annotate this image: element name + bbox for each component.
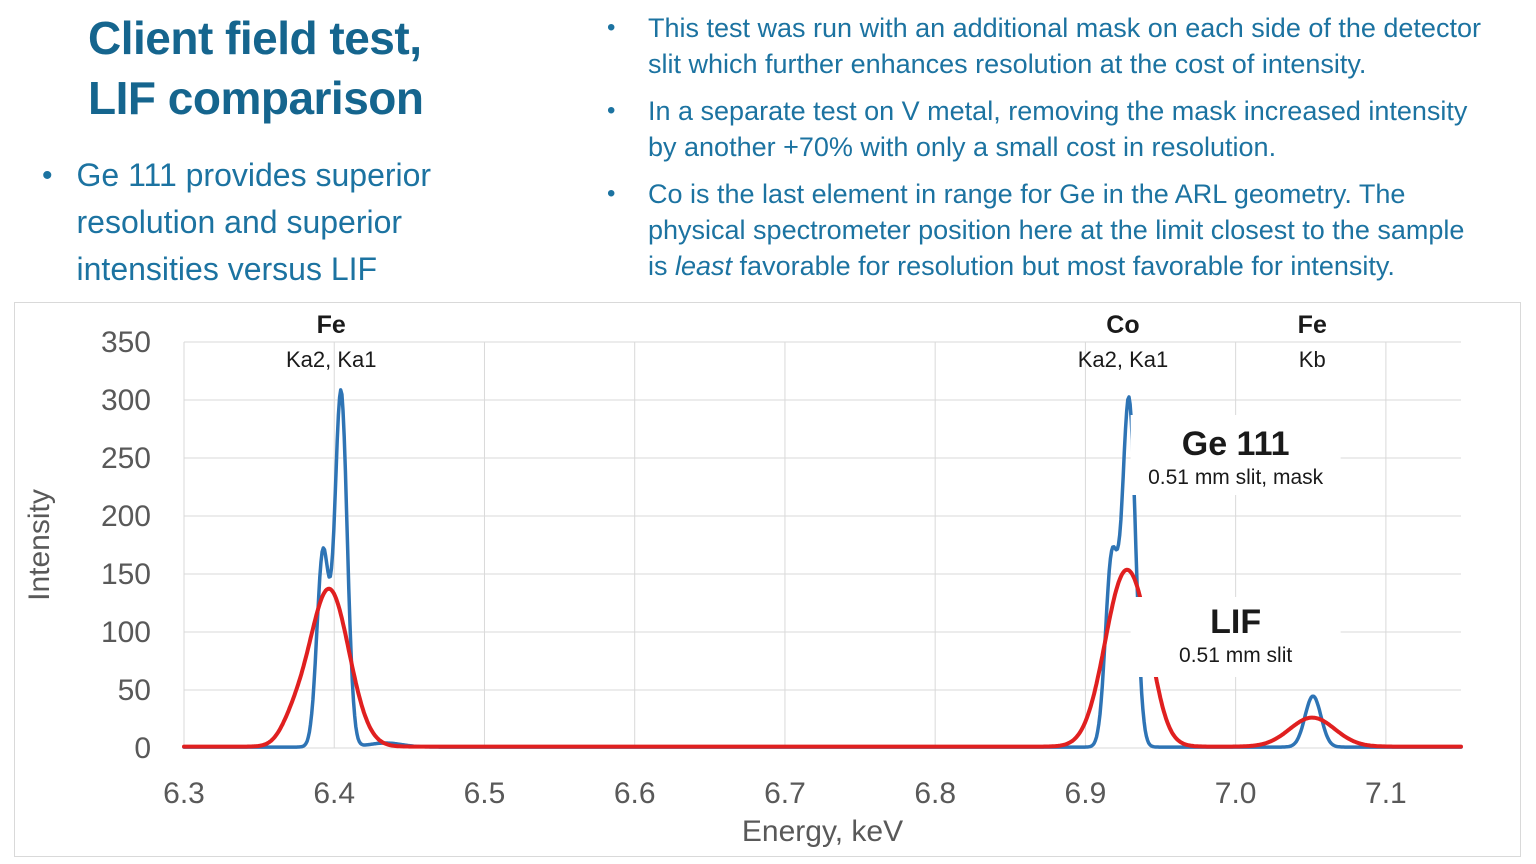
bullet-marker: • [607,180,616,207]
left-bullet-line-2: resolution and superior [76,204,403,240]
series-label-lif: LIF [1210,603,1261,641]
peak-lines-label-1: Ka2, Ka1 [286,347,377,372]
bullet-text-line: This test was run with an additional mas… [648,13,1481,43]
y-axis-title: Intensity [23,489,56,601]
peak-element-label-1: Fe [317,311,346,339]
x-tick-label-6.4: 6.4 [313,777,355,810]
x-tick-label-7.1: 7.1 [1365,777,1407,810]
peak-element-label-3: Fe [1298,311,1327,339]
y-tick-label-200: 200 [101,500,151,533]
bullet-marker: • [607,97,616,124]
y-tick-label-100: 100 [101,616,151,649]
left-bullet-text: Ge 111 provides superior resolution and … [77,152,432,293]
bullet-text-line: physical spectrometer position here at t… [648,215,1465,245]
bullet-item-1: • This test was run with an additional ma… [607,10,1532,82]
series-label-ge111: Ge 111 [1182,425,1290,463]
peak-element-label-2: Co [1106,311,1139,339]
bullet-marker: • [607,14,616,41]
bullet-text-line: Co is the last element in range for Ge i… [648,179,1406,209]
x-axis-title: Energy, keV [742,815,903,848]
y-tick-label-250: 250 [101,442,151,475]
left-bullet-item: • Ge 111 provides superior resolution an… [42,152,562,293]
series-sublabel-ge111: 0.51 mm slit, mask [1148,466,1324,489]
y-tick-label-150: 150 [101,558,151,591]
x-tick-label-6.3: 6.3 [163,777,205,810]
page-title: Client field test, LIF comparison [88,8,424,128]
x-tick-label-6.5: 6.5 [464,777,506,810]
series-curve-lif [182,567,1463,749]
series-label-box-ge111 [1130,415,1341,495]
bullet-text-line: is least favorable for resolution but mo… [648,251,1395,281]
left-bullet-line-1: Ge 111 provides superior [76,157,432,193]
bullet-text-line: by another +70% with only a small cost i… [648,132,1277,162]
chart-frame: Ge 111 0.51 mm slit, mask LIF 0.51 mm slit F… [14,302,1521,857]
page-title-line-1: Client field test, [88,12,422,64]
bullet-text-line: slit which further enhances resolution a… [648,49,1367,79]
bullet-text-line: In a separate test on V metal, removing … [648,96,1468,126]
chart-gridlines [183,341,1461,749]
bullet-text: This test was run with an additional mas… [648,10,1481,82]
y-tick-label-300: 300 [101,384,151,417]
y-tick-label-50: 50 [118,674,151,707]
bullet-text: Co is the last element in range for Ge i… [648,176,1464,284]
left-bullet-line-3: intensities versus LIF [76,251,378,287]
bullet-text: In a separate test on V metal, removing … [648,93,1467,165]
bullet-item-2: • In a separate test on V metal, removing… [607,93,1532,165]
x-tick-label-6.7: 6.7 [764,777,806,810]
series-label-box-lif [1130,597,1341,677]
y-tick-label-0: 0 [134,732,151,765]
x-tick-label-7.0: 7.0 [1215,777,1257,810]
x-tick-label-6.8: 6.8 [914,777,956,810]
x-tick-label-6.6: 6.6 [614,777,656,810]
page-title-line-2: LIF comparison [88,72,424,124]
x-tick-label-6.9: 6.9 [1065,777,1107,810]
right-bullets: • This test was run with an additional ma… [607,10,1532,295]
peak-lines-label-2: Ka2, Ka1 [1078,347,1169,372]
peak-lines-label-3: Kb [1299,347,1326,372]
y-tick-label-350: 350 [101,326,151,359]
bullet-item-3: • Co is the last element in range for Ge … [607,176,1532,284]
spectrum-chart: Ge 111 0.51 mm slit, mask LIF 0.51 mm slit F… [23,311,1463,848]
series-sublabel-lif: 0.51 mm slit [1179,644,1292,667]
bullet-marker: • [42,159,53,192]
